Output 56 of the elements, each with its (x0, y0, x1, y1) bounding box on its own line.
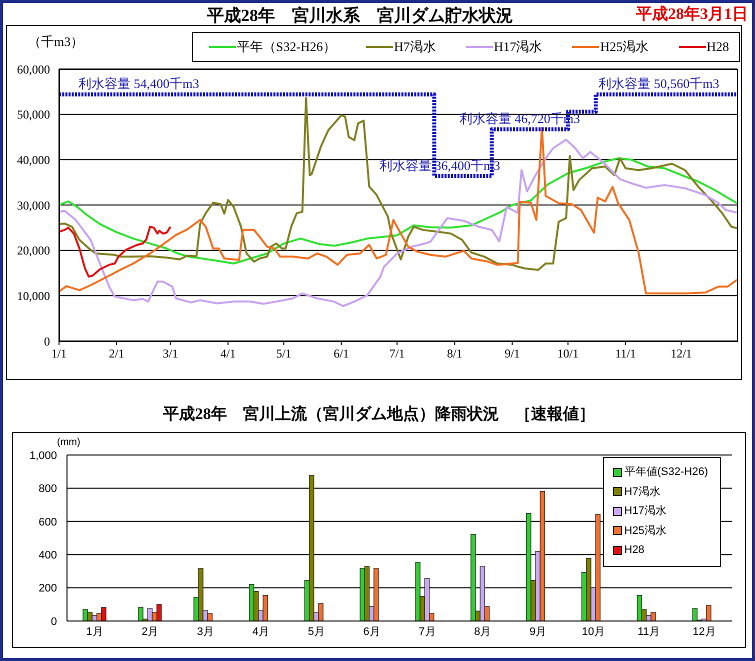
y-axis-title: (mm) (57, 437, 80, 448)
y-tick-label: 10,000 (17, 288, 50, 303)
y-tick-label: 400 (38, 550, 57, 562)
x-tick-label: 5月 (308, 626, 325, 638)
legend-label: H28 (706, 39, 729, 55)
legend-label: H25渇水 (600, 39, 649, 55)
x-tick-label: 1月 (86, 626, 104, 638)
annotation: 利水容量 46,720千m3 (459, 111, 580, 126)
y-tick-label: 800 (38, 483, 57, 496)
x-tick-label: 4/1 (220, 346, 236, 361)
x-tick-label: 11/1 (615, 346, 636, 361)
legend-label: H25渇水 (624, 524, 666, 538)
annotation: 利水容量 54,400千m3 (78, 76, 200, 92)
x-tick-label: 10/1 (557, 346, 579, 361)
x-tick-label: 9月 (529, 626, 547, 638)
x-tick-label: 6月 (363, 626, 380, 638)
chart-title: 平成28年 宮川上流（宮川ダム地点）降雨状況 ［速報値］ (162, 404, 596, 425)
legend-label: H28 (624, 543, 644, 558)
x-tick-label: 11月 (638, 626, 660, 638)
legend-label: H7渇水 (624, 484, 660, 499)
x-tick-label: 3月 (196, 626, 214, 638)
y-tick-label: 60,000 (17, 62, 50, 76)
x-tick-label: 9/1 (504, 346, 520, 361)
y-tick-label: 0 (50, 616, 57, 628)
y-tick-label: 0 (44, 334, 50, 348)
legend-label: H17渇水 (494, 39, 542, 55)
x-tick-label: 7月 (418, 626, 436, 638)
y-tick-label: 1,000 (29, 450, 57, 462)
y-tick-label: 20,000 (17, 244, 50, 258)
x-tick-label: 12/1 (670, 346, 692, 361)
annotation: 利水容量 36,400千m3 (379, 158, 500, 173)
y-tick-label: 40,000 (17, 152, 50, 167)
legend-label: H7渇水 (394, 39, 436, 55)
y-tick-label: 200 (38, 582, 57, 595)
x-tick-label: 8/1 (446, 346, 462, 361)
x-tick-label: 8月 (474, 626, 492, 638)
x-tick-label: 5/1 (276, 346, 292, 361)
y-tick-label: 50,000 (17, 108, 50, 122)
y-tick-label: 30,000 (17, 198, 50, 212)
annotation: 利水容量 50,560千m3 (598, 76, 720, 92)
y-axis-title: （千m3） (28, 33, 84, 51)
x-tick-label: 1/1 (51, 346, 67, 361)
x-tick-label: 3/1 (162, 346, 178, 361)
legend-label: H17渇水 (624, 504, 666, 518)
x-tick-label: 2/1 (108, 346, 124, 361)
x-tick-label: 12月 (692, 626, 716, 638)
x-tick-label: 4月 (252, 626, 270, 638)
x-tick-label: 10月 (582, 626, 606, 638)
legend-label: 平年（S32-H26） (236, 39, 336, 55)
x-tick-label: 2月 (142, 626, 159, 638)
legend-label: 平年値(S32-H26) (624, 465, 708, 480)
x-tick-label: 6/1 (334, 346, 350, 361)
chart-title: 平成28年 宮川水系 宮川ダム貯水状況 (207, 6, 513, 25)
chart-subtitle: 平成28年3月1日 (636, 4, 748, 25)
x-tick-label: 7/1 (389, 346, 405, 361)
y-tick-label: 600 (38, 516, 57, 528)
